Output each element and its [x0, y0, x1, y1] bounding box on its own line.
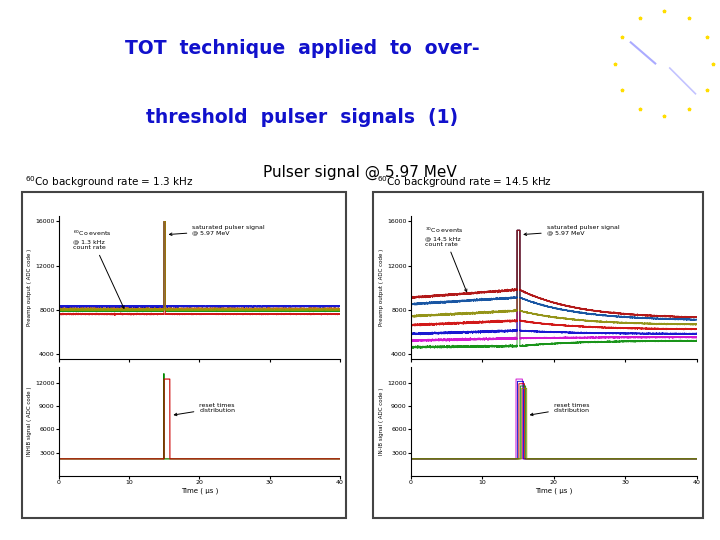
- Text: saturated pulser signal
@ 5.97 MeV: saturated pulser signal @ 5.97 MeV: [169, 225, 265, 235]
- Text: $^{30}$Co events
@ 14.5 kHz
count rate: $^{30}$Co events @ 14.5 kHz count rate: [426, 226, 467, 292]
- Y-axis label: IN-IB signal ( ADC code ): IN-IB signal ( ADC code ): [379, 388, 384, 455]
- Text: Pulser signal @ 5.97 MeV: Pulser signal @ 5.97 MeV: [263, 165, 457, 180]
- Text: EURONS: EURONS: [643, 127, 685, 136]
- Text: reset times
distribution: reset times distribution: [174, 403, 235, 416]
- Text: $^{60}$Co events
@ 1.3 kHz
count rate: $^{60}$Co events @ 1.3 kHz count rate: [73, 229, 124, 308]
- X-axis label: Time ( μs ): Time ( μs ): [535, 488, 572, 495]
- Text: $^{60}$Co background rate = 1.3 kHz: $^{60}$Co background rate = 1.3 kHz: [25, 174, 194, 190]
- Text: saturated pulser signal
@ 5.97 MeV: saturated pulser signal @ 5.97 MeV: [524, 225, 619, 235]
- Y-axis label: Preamp output ( ADC code ): Preamp output ( ADC code ): [379, 249, 384, 326]
- Text: $^{60}$Co background rate = 14.5 kHz: $^{60}$Co background rate = 14.5 kHz: [377, 174, 552, 190]
- Y-axis label: INHIB signal ( ADC code ): INHIB signal ( ADC code ): [27, 387, 32, 456]
- Y-axis label: Preamp output ( ADC code ): Preamp output ( ADC code ): [27, 249, 32, 326]
- Text: reset times
distribution: reset times distribution: [531, 403, 590, 416]
- Text: TOT  technique  applied  to  over-: TOT technique applied to over-: [125, 39, 480, 58]
- X-axis label: Time ( μs ): Time ( μs ): [181, 488, 218, 495]
- Text: threshold  pulser  signals  (1): threshold pulser signals (1): [146, 109, 459, 127]
